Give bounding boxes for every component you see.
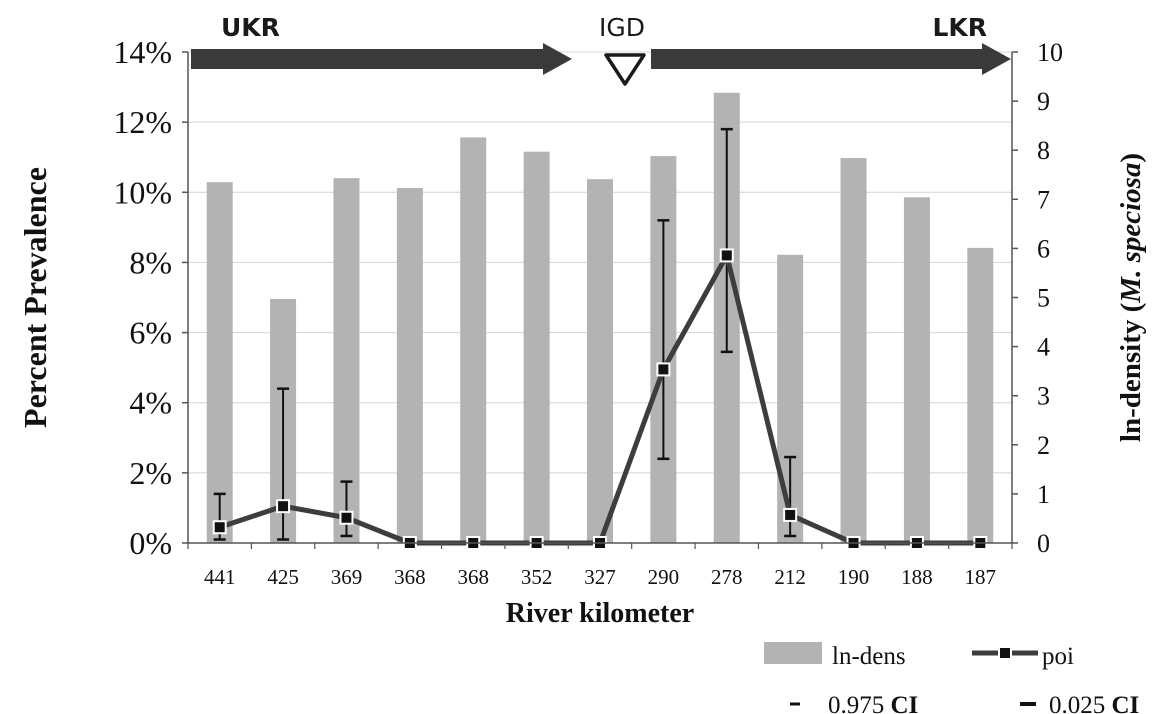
x-tick-label: 187 [965,565,997,589]
y-tick-label-right: 4 [1037,333,1050,362]
upper-river-label: UKR [221,13,280,42]
x-tick-label: 212 [774,565,806,589]
y-tick-label-right: 5 [1037,284,1050,313]
x-tick-label: 369 [331,565,363,589]
y-tick-label-right: 8 [1037,136,1050,165]
y-tick-label-right: 6 [1037,234,1050,263]
y-tick-label-left: 14% [113,34,172,70]
x-tick-label: 290 [648,565,680,589]
y-axis-title-right-species: M. speciosa [1115,163,1147,304]
bar [206,182,233,544]
y-tick-label-left: 12% [113,104,172,140]
bar [840,158,867,543]
x-tick-label: 368 [394,565,426,589]
legend-lower-ci-word: CI [1112,692,1140,714]
data-point [656,362,671,377]
river-arrows: UKR IGD LKR [191,13,1011,86]
x-tick-label: 352 [521,565,553,589]
y-tick-label-right: 2 [1037,431,1050,460]
bar [460,137,487,543]
y-tick-label-right: 3 [1037,382,1050,411]
data-point [783,507,798,522]
legend-upper-ci-word: CI [891,692,919,714]
data-point [719,248,734,263]
bar [396,188,423,543]
y-tick-label-right: 1 [1037,480,1050,509]
x-tick-label: 368 [457,565,489,589]
y-tick-label-left: 10% [113,174,172,210]
upper-river-arrow [191,43,572,75]
y-axis-title-right-suffix: ) [1115,153,1147,163]
legend-label-poi: poi [1042,643,1074,670]
data-point [339,510,354,525]
y-tick-label-left: 4% [129,385,172,421]
axes [182,51,1018,549]
legend-label-lower-ci: 0.025 CI [1049,692,1139,714]
dam-triangle-icon [604,53,646,86]
x-tick-label: 327 [584,565,616,589]
x-tick-label: 278 [711,565,743,589]
y-tick-label-left: 0% [129,525,172,561]
x-axis-title: River kilometer [506,598,694,629]
x-tick-label: 190 [838,565,870,589]
y-tick-label-left: 6% [129,315,172,351]
bar [903,197,930,543]
data-point [276,499,291,514]
y-tick-label-right: 9 [1037,87,1050,116]
bar [523,151,550,543]
legend-swatch-ln-dens [764,642,822,664]
y-tick-label-left: 8% [129,244,172,280]
x-tick-label: 425 [267,565,299,589]
bar-series-ln-dens [206,92,994,544]
y-tick-label-left: 2% [129,455,172,491]
y-tick-label-right: 10 [1037,38,1063,67]
x-tick-label: 188 [901,565,933,589]
legend-label-ln-dens: ln-dens [832,643,906,670]
legend-label-upper-ci: 0.975 CI [828,692,918,714]
data-point [212,520,227,535]
y-tick-label-right: 0 [1037,529,1050,558]
legend-lower-ci-value: 0.025 [1049,692,1112,714]
bar [967,247,994,543]
lower-river-arrow [651,43,1011,75]
lower-river-label: LKR [932,13,987,42]
dam-label: IGD [599,13,645,42]
y-tick-label-right: 7 [1037,185,1050,214]
y-axis-title-right: ln-density (M. speciosa) [1115,153,1147,442]
x-tick-label: 441 [204,565,236,589]
y-axis-title-left: Percent Prevalence [17,167,53,428]
legend-swatch-poi-marker [998,646,1012,660]
legend-upper-ci-value: 0.975 [828,692,891,714]
tick-labels: 0% 2% 4% 6% 8% 10% 12% 14% 0 1 2 3 4 5 6 7 8 9 10 441 425 369… [17,34,1147,629]
bar [587,179,613,543]
error-bars [213,127,797,541]
y-axis-title-right-prefix: ln-density ( [1115,303,1147,442]
